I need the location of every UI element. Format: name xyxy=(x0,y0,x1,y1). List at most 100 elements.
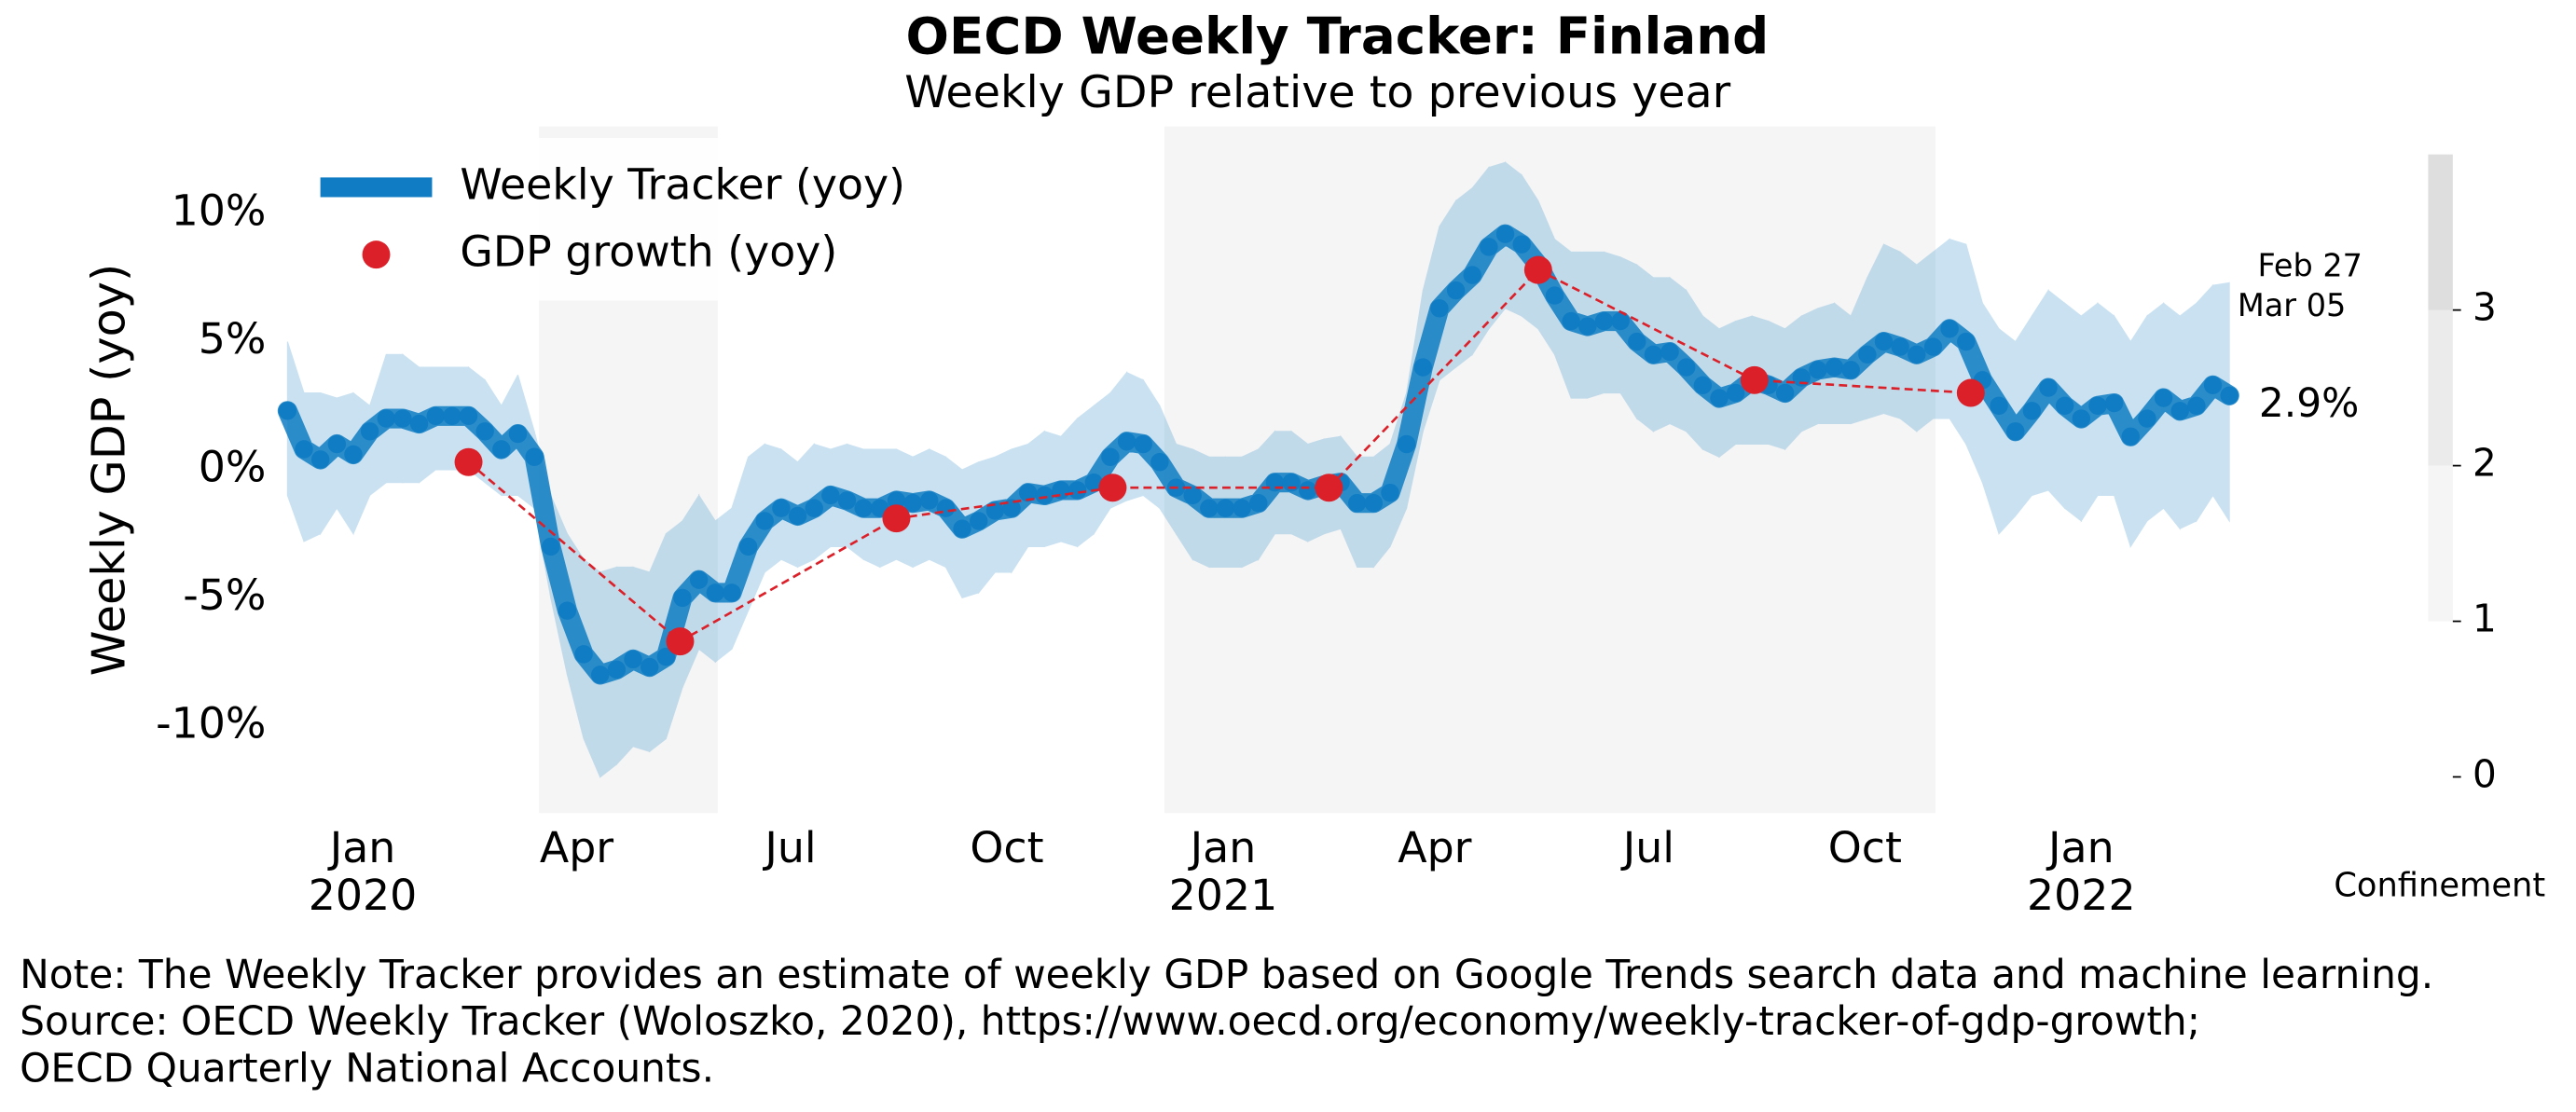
note-line: Note: The Weekly Tracker provides an est… xyxy=(20,952,2433,997)
tracker-point xyxy=(525,447,544,466)
gdp-point xyxy=(882,504,911,533)
tracker-point xyxy=(542,537,560,556)
band-segment xyxy=(336,391,354,536)
tracker-point xyxy=(2154,389,2173,407)
note-line: OECD Quarterly National Accounts. xyxy=(20,1045,714,1091)
band-segment xyxy=(303,392,322,542)
tracker-point xyxy=(1216,499,1235,517)
tracker-point xyxy=(409,414,429,433)
tracker-point xyxy=(772,499,791,517)
legend-label: GDP growth (yoy) xyxy=(460,227,837,277)
tracker-point xyxy=(2006,422,2025,441)
tracker-point xyxy=(1233,499,1251,517)
colorbar-tick-label: 0 xyxy=(2473,752,2497,797)
tracker-point xyxy=(723,583,741,602)
x-tick-label: Jan 2022 xyxy=(2027,826,2136,922)
gdp-point xyxy=(1315,474,1343,502)
tracker-point xyxy=(1562,311,1580,331)
tracker-point xyxy=(1611,311,1630,331)
tracker-point xyxy=(1249,494,1268,513)
colorbar-segment xyxy=(2428,621,2453,777)
tracker-point xyxy=(641,657,659,677)
gdp-point xyxy=(1523,255,1552,284)
y-tick-label: -10% xyxy=(156,697,266,748)
x-tick-label: Jan 2020 xyxy=(308,826,418,922)
tracker-point xyxy=(2220,386,2239,405)
tracker-point xyxy=(360,422,379,441)
x-tick-label: Oct xyxy=(970,826,1044,874)
tracker-point xyxy=(1381,484,1399,502)
tracker-point xyxy=(936,499,956,517)
gdp-point xyxy=(1740,365,1769,394)
tracker-point xyxy=(2088,396,2107,415)
tracker-point xyxy=(607,660,627,680)
tracker-point xyxy=(393,409,412,428)
tracker-point xyxy=(1841,361,1860,379)
legend-box xyxy=(300,138,974,301)
legend-label: Weekly Tracker (yoy) xyxy=(460,158,905,209)
note-line: Source: OECD Weekly Tracker (Woloszko, 2… xyxy=(20,998,2200,1044)
tracker-point xyxy=(887,491,906,510)
tracker-point xyxy=(1084,474,1103,492)
x-tick: Jan 2020 xyxy=(308,826,418,922)
colorbar-title: Confinement xyxy=(2334,867,2545,905)
tracker-point xyxy=(1463,266,1481,284)
tracker-point xyxy=(1200,499,1219,517)
tracker-point xyxy=(1018,484,1038,502)
annotation: Feb 27 xyxy=(2257,248,2362,284)
gdp-point xyxy=(1956,378,1985,407)
band-segment xyxy=(1981,301,2000,534)
tracker-point xyxy=(656,647,676,666)
tracker-point xyxy=(920,491,939,510)
tracker-point xyxy=(278,402,297,420)
colorbar-segment xyxy=(2428,154,2453,310)
tracker-point xyxy=(788,506,807,526)
tracker-point xyxy=(1578,317,1597,336)
x-tick: Jul xyxy=(1623,826,1674,872)
tracker-point xyxy=(2121,427,2140,446)
x-tick: Apr xyxy=(1398,826,1471,872)
tracker-point xyxy=(2104,393,2124,413)
tracker-point xyxy=(624,650,642,669)
tracker-point xyxy=(1990,396,2008,415)
band-segment xyxy=(1867,243,1885,419)
tracker-point xyxy=(1397,434,1416,454)
tracker-point xyxy=(1940,320,1959,338)
tracker-point xyxy=(1858,345,1877,364)
tracker-point xyxy=(377,409,395,428)
colorbar-segment xyxy=(2428,465,2453,622)
tracker-point xyxy=(1874,332,1894,351)
tracker-point xyxy=(2170,402,2189,420)
tracker-point xyxy=(805,499,823,517)
tracker-point xyxy=(1644,345,1663,364)
tracker-point xyxy=(837,491,857,510)
tracker-point xyxy=(295,440,313,459)
x-tick: Jul xyxy=(765,826,816,872)
tracker-point xyxy=(2072,409,2091,428)
tracker-point xyxy=(1117,432,1136,451)
tracker-point xyxy=(1594,311,1614,331)
tracker-point xyxy=(2187,396,2206,415)
tracker-point xyxy=(1825,358,1844,377)
tracker-point xyxy=(821,486,840,505)
tracker-point xyxy=(673,588,692,608)
tracker-point xyxy=(2039,378,2058,397)
tracker-point xyxy=(2138,409,2156,428)
x-tick-label: Apr xyxy=(539,826,614,874)
tracker-point xyxy=(1134,434,1152,454)
tracker-point xyxy=(591,666,610,684)
tracker-point xyxy=(1068,481,1087,500)
tracker-point xyxy=(1035,486,1054,505)
y-axis-label: Weekly GDP (yoy) xyxy=(81,264,135,676)
tracker-point xyxy=(1710,389,1729,407)
colorbar-tick-label: 3 xyxy=(2473,285,2497,330)
y-tick-label: 5% xyxy=(199,313,267,364)
x-tick: Apr xyxy=(539,826,614,874)
tracker-point xyxy=(1413,358,1432,377)
colorbar-tick-label: 1 xyxy=(2473,597,2497,641)
band-segment xyxy=(1882,243,1901,419)
tracker-point xyxy=(1891,337,1909,356)
y-tick-label: 10% xyxy=(172,185,267,236)
